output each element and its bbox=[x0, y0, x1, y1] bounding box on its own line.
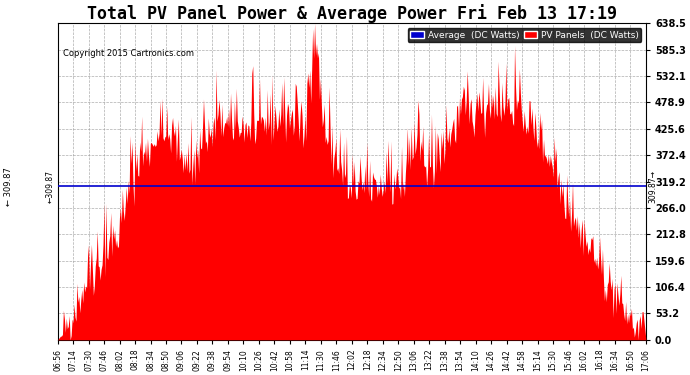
Text: ← 309.87: ← 309.87 bbox=[4, 167, 13, 206]
Title: Total PV Panel Power & Average Power Fri Feb 13 17:19: Total PV Panel Power & Average Power Fri… bbox=[87, 4, 617, 23]
Text: ←309.87: ←309.87 bbox=[46, 170, 55, 203]
Text: 309.87→: 309.87→ bbox=[649, 170, 658, 203]
Text: Copyright 2015 Cartronics.com: Copyright 2015 Cartronics.com bbox=[63, 49, 195, 58]
Legend: Average  (DC Watts), PV Panels  (DC Watts): Average (DC Watts), PV Panels (DC Watts) bbox=[408, 28, 642, 42]
